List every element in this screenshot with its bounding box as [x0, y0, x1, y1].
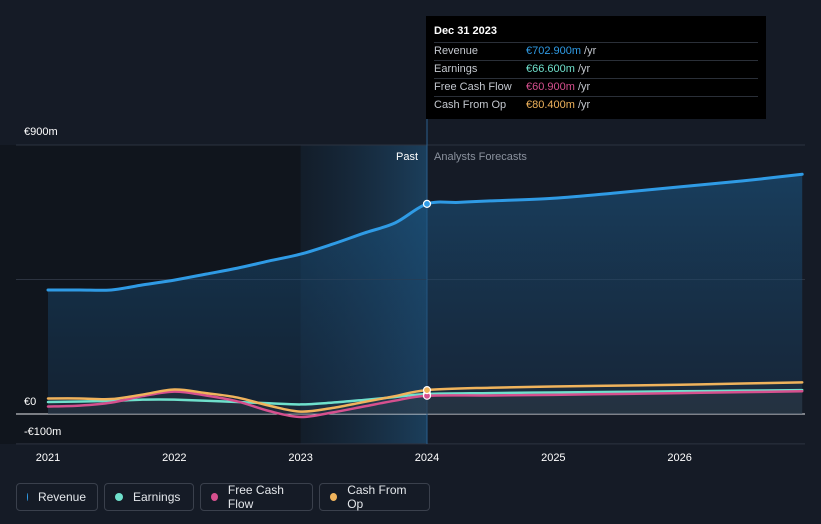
x-tick-label: 2022	[162, 452, 186, 464]
legend-label: Revenue	[37, 490, 86, 504]
tooltip-date: Dec 31 2023	[434, 25, 497, 37]
revenue-marker	[422, 199, 432, 208]
tooltip-label: Earnings	[434, 63, 478, 75]
tooltip-value: €702.900m	[526, 45, 582, 57]
tooltip-row-earnings: Earnings €66.600m /yr	[434, 60, 758, 78]
x-tick-label: 2021	[36, 452, 60, 464]
tooltip-unit: /yr	[584, 45, 597, 57]
free-cash-flow-area	[48, 391, 803, 418]
legend-item-free-cash-flow[interactable]: Free Cash Flow	[200, 483, 313, 511]
tooltip-row-revenue: Revenue €702.900m /yr	[434, 42, 758, 60]
y-tick-label: -€100m	[24, 426, 61, 438]
tooltip-label: Cash From Op	[434, 99, 507, 111]
legend-dot-icon	[211, 493, 218, 501]
legend-item-earnings[interactable]: Earnings	[104, 483, 194, 511]
tooltip-unit: /yr	[577, 81, 591, 93]
revenue-line	[46, 172, 804, 292]
legend-item-cash-from-op[interactable]: Cash From Op	[319, 483, 430, 511]
legend-label: Cash From Op	[347, 483, 407, 511]
tooltip-value: €80.400m	[526, 99, 575, 111]
cash-from-op-line	[46, 381, 804, 413]
legend-item-revenue[interactable]: Revenue	[16, 483, 98, 511]
legend-label: Free Cash Flow	[227, 483, 284, 511]
tooltip-label: Free Cash Flow	[434, 81, 512, 93]
legend-dot-icon	[115, 493, 123, 501]
x-tick-label: 2024	[415, 452, 439, 464]
free-cash-flow-line	[46, 390, 804, 419]
x-tick-label: 2026	[667, 452, 691, 464]
x-tick-label: 2023	[288, 452, 312, 464]
forecast-label: Analysts Forecasts	[434, 151, 527, 163]
y-tick-label: €900m	[24, 126, 58, 138]
x-tick-label: 2025	[541, 452, 565, 464]
tooltip-label: Revenue	[434, 45, 479, 57]
tooltip: Dec 31 2023 Revenue €702.900m /yr Earnin…	[426, 16, 766, 119]
y-tick-label: €0	[24, 396, 36, 408]
legend-dot-icon	[330, 493, 338, 501]
revenue-area	[48, 174, 803, 414]
earnings-line	[46, 388, 804, 406]
legend-label: Earnings	[133, 490, 181, 504]
past-label: Past	[396, 151, 418, 163]
cash-from-op-marker	[422, 385, 432, 395]
tooltip-value: €60.900m	[526, 81, 575, 93]
legend: Revenue Earnings Free Cash Flow Cash Fro…	[16, 483, 430, 511]
tooltip-unit: /yr	[577, 99, 591, 111]
tooltip-row-cash-from-op: Cash From Op €80.400m /yr	[434, 96, 758, 114]
tooltip-row-free-cash-flow: Free Cash Flow €60.900m /yr	[434, 78, 758, 96]
tooltip-value: €66.600m	[526, 63, 575, 75]
tooltip-unit: /yr	[577, 63, 591, 75]
earnings-area	[48, 390, 803, 414]
legend-dot-icon	[27, 493, 28, 501]
